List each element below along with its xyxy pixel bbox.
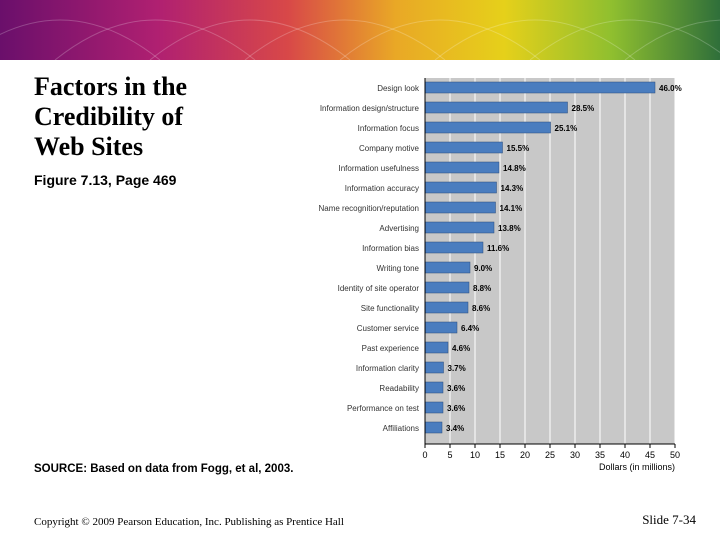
bar-value-label: 28.5% <box>572 104 595 113</box>
svg-text:5: 5 <box>447 450 452 460</box>
bar-value-label: 3.4% <box>446 424 464 433</box>
bar-category-label: Identity of site operator <box>338 284 420 293</box>
svg-text:10: 10 <box>470 450 480 460</box>
bar <box>425 102 568 113</box>
svg-text:0: 0 <box>422 450 427 460</box>
bar-category-label: Information clarity <box>356 364 419 373</box>
copyright-footer: Copyright © 2009 Pearson Education, Inc.… <box>34 516 344 528</box>
bar <box>425 222 494 233</box>
bar-value-label: 13.8% <box>498 224 521 233</box>
bar-value-label: 3.7% <box>448 364 466 373</box>
bar-value-label: 6.4% <box>461 324 479 333</box>
bar-category-label: Design look <box>377 84 420 93</box>
bar-category-label: Information bias <box>362 244 419 253</box>
bar-category-label: Information accuracy <box>345 184 419 193</box>
svg-text:20: 20 <box>520 450 530 460</box>
bar-category-label: Company motive <box>359 144 420 153</box>
bar-value-label: 3.6% <box>447 404 465 413</box>
svg-text:50: 50 <box>670 450 680 460</box>
bar-category-label: Advertising <box>379 224 419 233</box>
svg-text:15: 15 <box>495 450 505 460</box>
source-note: SOURCE: Based on data from Fogg, et al, … <box>34 462 304 476</box>
bar <box>425 182 497 193</box>
bar-value-label: 14.8% <box>503 164 526 173</box>
bar <box>425 402 443 413</box>
bar-value-label: 14.3% <box>501 184 524 193</box>
svg-text:Dollars (in millions): Dollars (in millions) <box>599 462 675 472</box>
bar <box>425 122 551 133</box>
bar <box>425 262 470 273</box>
svg-text:35: 35 <box>595 450 605 460</box>
bar <box>425 342 448 353</box>
bar <box>425 282 469 293</box>
bar-value-label: 15.5% <box>507 144 530 153</box>
bar-category-label: Past experience <box>362 344 420 353</box>
bar-value-label: 8.8% <box>473 284 491 293</box>
bar-value-label: 46.0% <box>659 84 682 93</box>
bar <box>425 302 468 313</box>
bar <box>425 142 503 153</box>
bar-value-label: 3.6% <box>447 384 465 393</box>
credibility-bar-chart: 0 5 10 15 20 25 30 35 40 45 50 Dollars (in millions… <box>290 72 710 492</box>
bar-category-label: Writing tone <box>376 264 419 273</box>
svg-text:40: 40 <box>620 450 630 460</box>
bar-category-label: Readability <box>379 384 419 393</box>
bar <box>425 362 444 373</box>
bar-category-label: Name recognition/reputation <box>318 204 419 213</box>
bar <box>425 422 442 433</box>
bar <box>425 242 483 253</box>
svg-text:30: 30 <box>570 450 580 460</box>
bar-value-label: 4.6% <box>452 344 470 353</box>
svg-text:25: 25 <box>545 450 555 460</box>
bar-value-label: 25.1% <box>555 124 578 133</box>
bar-category-label: Information usefulness <box>339 164 420 173</box>
bar-value-label: 11.6% <box>487 244 509 253</box>
bar-category-label: Affiliations <box>383 424 419 433</box>
bar <box>425 82 655 93</box>
bar-category-label: Information focus <box>358 124 419 133</box>
bar-category-label: Site functionality <box>361 304 419 313</box>
bar <box>425 382 443 393</box>
top-banner <box>0 0 720 60</box>
bar-category-label: Performance on test <box>347 404 420 413</box>
bar-value-label: 8.6% <box>472 304 490 313</box>
slide-title: Factors in theCredibility ofWeb Sites <box>34 72 187 162</box>
bar-value-label: 14.1% <box>500 204 523 213</box>
bar-category-label: Customer service <box>357 324 420 333</box>
svg-text:45: 45 <box>645 450 655 460</box>
figure-reference: Figure 7.13, Page 469 <box>34 172 176 188</box>
bar-category-label: Information design/structure <box>320 104 420 113</box>
bar <box>425 322 457 333</box>
bar-value-label: 9.0% <box>474 264 492 273</box>
slide-number: Slide 7-34 <box>642 512 696 528</box>
bar <box>425 162 499 173</box>
bar <box>425 202 496 213</box>
